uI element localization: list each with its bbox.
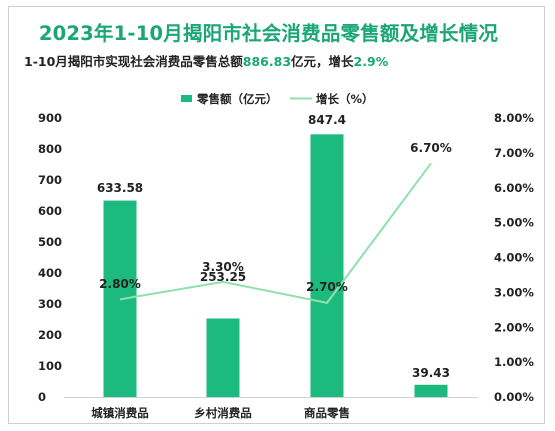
y-right-tick-label: 4.00% [494, 251, 534, 265]
chart-subtitle: 1-10月揭阳市实现社会消费品零售总额886.83亿元，增长2.9% [24, 51, 388, 70]
bar-data-label: 253.25 [200, 270, 246, 284]
bar [310, 134, 344, 397]
line-data-label: 2.80% [99, 277, 141, 291]
line-data-label: 2.70% [306, 280, 348, 294]
subtitle-mid: 亿元，增长 [291, 54, 354, 69]
x-tick-label: 乡村消费品 [194, 406, 252, 420]
y-right-tick-label: 1.00% [494, 355, 534, 369]
legend-bar-swatch [181, 95, 192, 102]
y-right-tick-label: 5.00% [494, 216, 534, 230]
bar [206, 318, 240, 397]
x-tick-label: 城镇消费品 [91, 406, 149, 420]
chart-frame [8, 6, 545, 424]
y-left-tick-label: 700 [38, 173, 62, 187]
legend-bar-label: 零售额（亿元） [196, 92, 278, 106]
y-left-tick-label: 900 [38, 111, 62, 125]
x-tick-label: 商品零售 [304, 406, 350, 420]
y-left-tick-label: 0 [38, 390, 46, 404]
y-left-tick-label: 300 [38, 297, 62, 311]
subtitle-growth: 2.9% [353, 54, 389, 69]
y-left-tick-label: 800 [38, 142, 62, 156]
y-right-tick-label: 0.00% [494, 390, 534, 404]
chart-title: 2023年1-10月揭阳市社会消费品零售额及增长情况 [38, 22, 499, 45]
y-left-tick-label: 500 [38, 235, 62, 249]
y-left-tick-label: 100 [38, 359, 62, 373]
y-right-tick-label: 7.00% [494, 146, 534, 160]
bar-data-label: 633.58 [97, 181, 143, 195]
line-data-label: 6.70% [410, 141, 452, 155]
subtitle-prefix: 1-10月揭阳市实现社会消费品零售总额 [24, 54, 243, 69]
growth-line [119, 162, 432, 304]
subtitle-total: 886.83 [242, 54, 292, 69]
y-right-tick-label: 6.00% [494, 181, 534, 195]
line-data-label: 3.30% [202, 260, 244, 274]
y-left-tick-label: 600 [38, 204, 62, 218]
bar [414, 384, 448, 397]
y-left-tick-label: 400 [38, 266, 62, 280]
bar-data-label: 847.4 [308, 113, 346, 127]
y-left-tick-label: 200 [38, 328, 62, 342]
bar-data-label: 39.43 [412, 366, 450, 380]
legend-line-label: 增长（%） [316, 92, 374, 106]
y-right-tick-label: 3.00% [494, 285, 534, 299]
y-right-tick-label: 8.00% [494, 111, 534, 125]
y-right-tick-label: 2.00% [494, 320, 534, 334]
